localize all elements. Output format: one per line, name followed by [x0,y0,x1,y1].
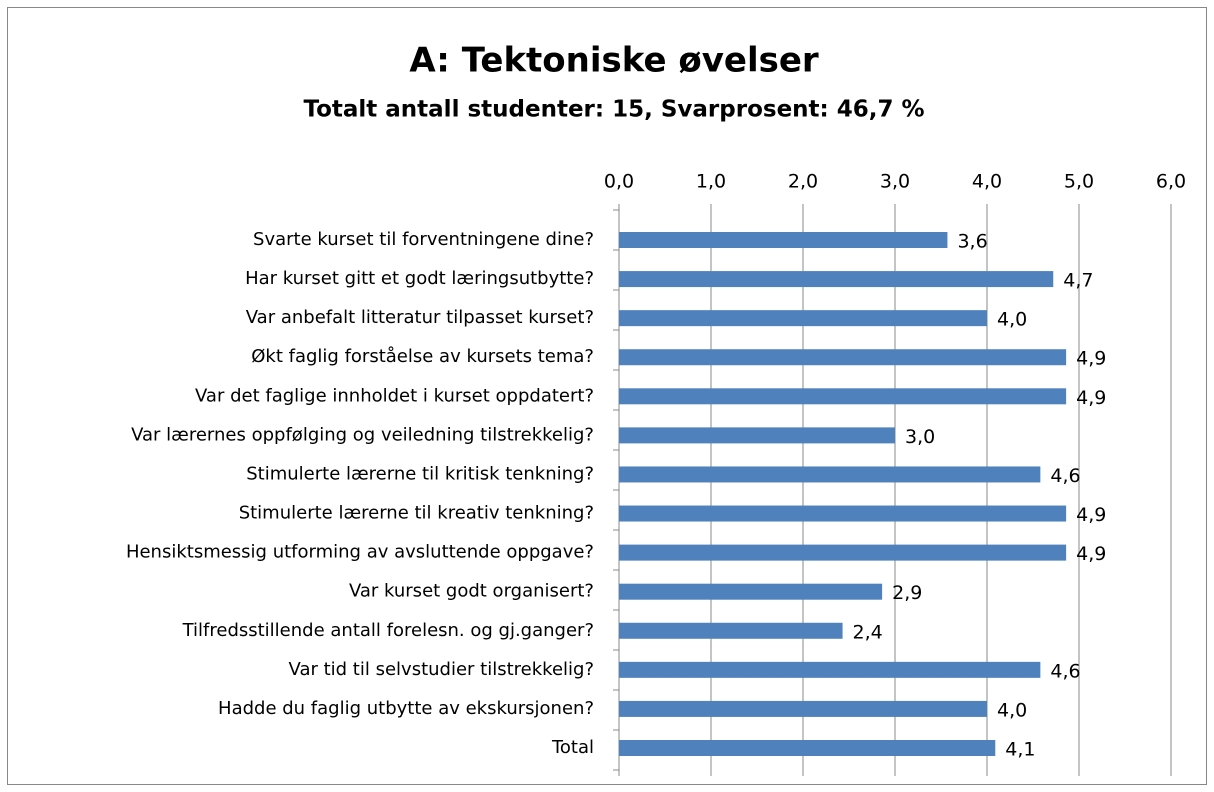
y-tick-label: Svarte kurset til forventningene dine? [253,229,594,250]
x-tick-label: 6,0 [1156,171,1186,193]
value-label: 4,9 [1076,504,1106,526]
value-label: 2,9 [892,582,922,604]
value-label: 4,9 [1076,387,1106,409]
value-label: 4,6 [1050,465,1080,487]
x-tick-label: 5,0 [1064,171,1094,193]
bar [619,388,1067,405]
bar [619,310,987,327]
y-tick-label: Økt faglig forståelse av kursets tema? [251,346,594,367]
x-tick-label: 0,0 [604,171,634,193]
bar [619,544,1067,561]
value-label: 4,1 [1005,739,1035,761]
value-label: 4,9 [1076,348,1106,370]
bar [619,349,1067,366]
y-tick-label: Hensiktsmessig utforming av avsluttende … [126,542,594,563]
y-tick-label: Var anbefalt litteratur tilpasset kurset… [246,307,594,328]
y-tick-label: Tilfredsstillende antall forelesn. og gj… [182,620,594,641]
value-label: 3,6 [957,231,987,253]
y-tick-label: Stimulerte lærerne til kreativ tenkning? [239,503,594,524]
x-tick-label: 2,0 [788,171,818,193]
x-tick-label: 3,0 [880,171,910,193]
bar [619,427,895,444]
bar [619,661,1041,678]
bar [619,583,883,600]
x-tick-label: 4,0 [972,171,1002,193]
y-tick-label: Har kurset gitt et godt læringsutbytte? [245,268,594,289]
y-tick-label: Var kurset godt organisert? [349,581,594,602]
bar [619,740,996,756]
bar [619,622,843,639]
value-label: 2,4 [853,621,883,643]
chart-title: A: Tektoniske øvelser [409,41,819,81]
bar [619,271,1054,288]
y-tick-label: Hadde du faglig utbytte av ekskursjonen? [218,698,594,719]
y-tick-label: Stimulerte lærerne til kritisk tenkning? [246,463,594,484]
value-label: 4,6 [1050,660,1080,682]
x-tick-label: 1,0 [696,171,726,193]
value-label: 3,0 [905,426,935,448]
chart-subtitle: Totalt antall studenter: 15, Svarprosent… [303,97,924,123]
y-tick-label: Var det faglige innholdet i kurset oppda… [195,385,594,406]
y-tick-label: Var tid til selvstudier tilstrekkelig? [289,659,594,680]
bar [619,505,1067,522]
y-tick-label: Total [551,737,594,758]
bar [619,466,1041,483]
value-label: 4,9 [1076,543,1106,565]
value-label: 4,0 [997,699,1027,721]
y-tick-label: Var lærernes oppfølging og veiledning ti… [131,424,594,445]
bar [619,700,987,717]
value-label: 4,0 [997,309,1027,331]
value-label: 4,7 [1063,270,1093,292]
bar [619,232,948,248]
